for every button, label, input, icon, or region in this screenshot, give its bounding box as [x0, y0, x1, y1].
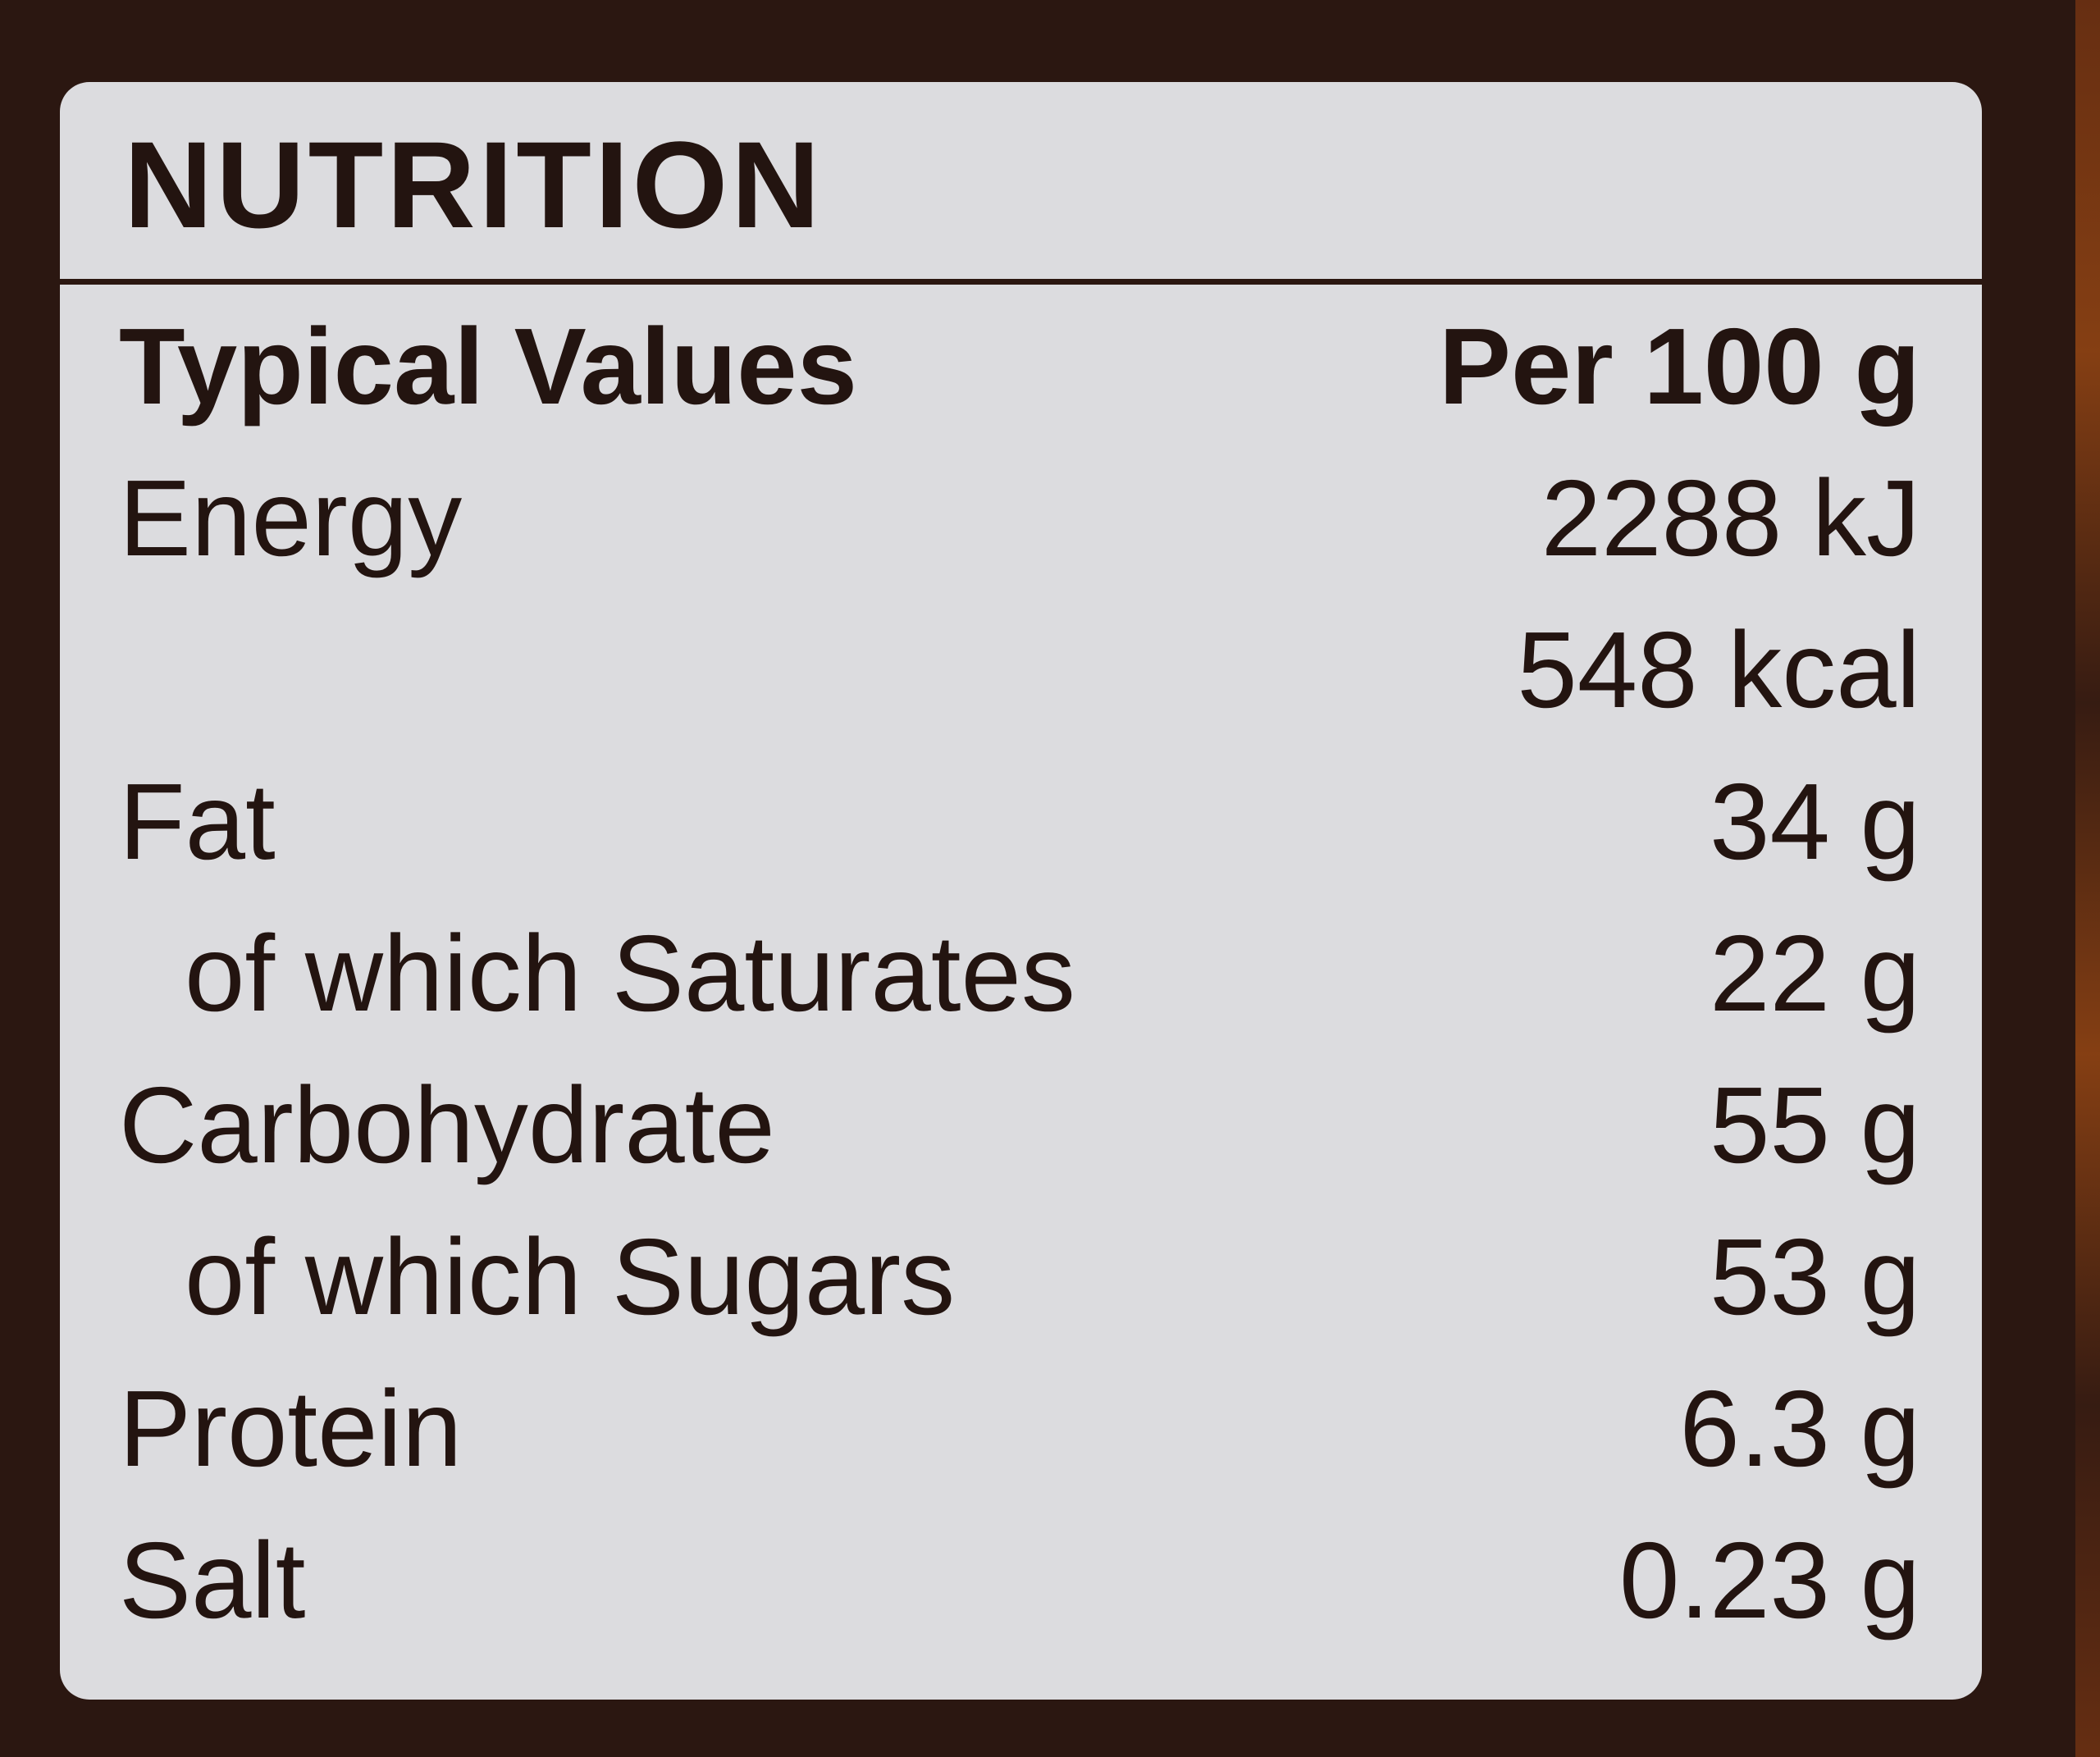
- nutrition-panel: NUTRITION Typical Values Per 100 g Energ…: [60, 82, 1982, 1700]
- nutrient-value: 55 g: [1710, 1065, 1920, 1185]
- nutrient-label: of which Saturates: [185, 913, 1075, 1034]
- nutrient-row-energy: Energy 2288 kJ: [60, 439, 1982, 591]
- title-divider: [60, 279, 1982, 285]
- header-row: Typical Values Per 100 g: [60, 287, 1982, 439]
- nutrient-value: 22 g: [1710, 913, 1920, 1034]
- header-value: Per 100 g: [1438, 306, 1920, 427]
- nutrition-title: NUTRITION: [124, 116, 824, 253]
- nutrient-label: Energy: [119, 458, 463, 578]
- nutrient-label: Fat: [119, 761, 276, 882]
- package-edge: [2075, 0, 2100, 1757]
- nutrient-row-protein: Protein 6.3 g: [60, 1349, 1982, 1501]
- nutrient-row-saturates: of which Saturates 22 g: [60, 894, 1982, 1046]
- nutrient-row-carbohydrate: Carbohydrate 55 g: [60, 1046, 1982, 1198]
- nutrient-label: Carbohydrate: [119, 1065, 775, 1185]
- nutrient-row-energy-kcal: 548 kcal: [60, 591, 1982, 742]
- nutrient-value: 548 kcal: [1517, 609, 1920, 730]
- nutrient-row-fat: Fat 34 g: [60, 742, 1982, 894]
- nutrient-label: of which Sugars: [185, 1216, 956, 1337]
- nutrient-label: Salt: [119, 1520, 306, 1641]
- header-label: Typical Values: [119, 306, 858, 427]
- nutrient-row-salt: Salt 0.23 g: [60, 1501, 1982, 1653]
- nutrient-value: 0.23 g: [1619, 1520, 1920, 1641]
- nutrient-value: 53 g: [1710, 1216, 1920, 1337]
- nutrient-row-sugars: of which Sugars 53 g: [60, 1198, 1982, 1349]
- nutrient-value: 34 g: [1710, 761, 1920, 882]
- nutrient-value: 6.3 g: [1679, 1368, 1920, 1489]
- nutrient-value: 2288 kJ: [1541, 458, 1920, 578]
- nutrient-label: Protein: [119, 1368, 463, 1489]
